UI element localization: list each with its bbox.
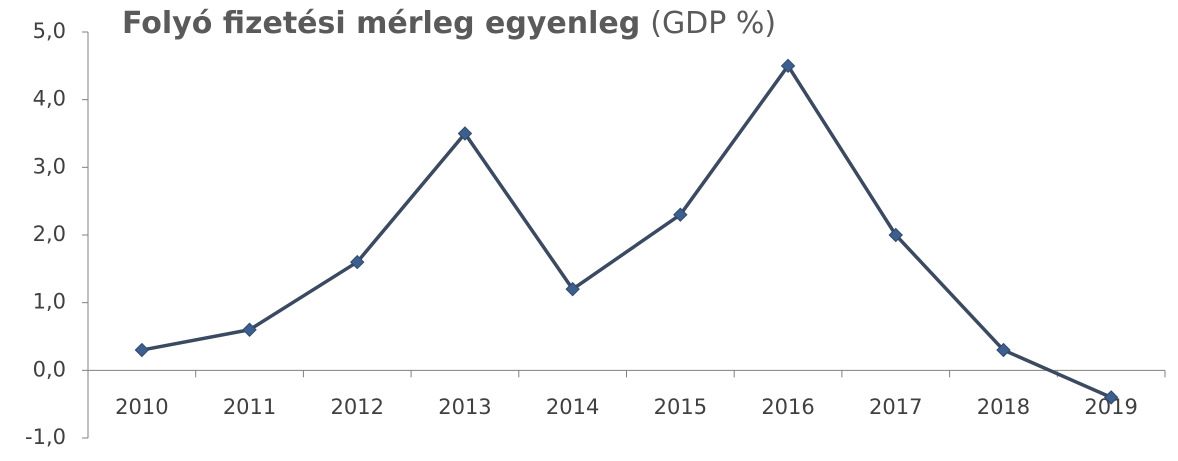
chart-title: Folyó fizetési mérleg egyenleg (GDP %) [122,6,776,41]
x-tick-label: 2014 [546,395,599,419]
marker [350,254,365,270]
x-tick-label: 2011 [223,395,276,419]
title-unit: (GDP %) [650,6,776,41]
marker [457,126,473,141]
y-tick-label: -1,0 [25,425,66,449]
y-tick-label: 3,0 [33,154,66,178]
y-tick-label: 1,0 [33,290,66,314]
y-tick-label: 4,0 [33,87,66,111]
marker [780,58,796,74]
marker [134,342,150,358]
title-main: Folyó fizetési mérleg egyenleg [122,6,640,41]
x-tick-label: 2017 [869,395,922,419]
x-tick-label: 2013 [438,395,491,419]
line [141,64,1112,400]
marker [888,227,903,243]
y-tick-label: 2,0 [33,222,66,246]
marker [242,322,257,337]
x-tick-label: 2010 [115,395,168,419]
x-tick-label: 2012 [331,395,384,419]
y-tick-label: 0,0 [33,357,66,381]
marker [1103,390,1119,405]
marker [565,281,580,297]
marker [996,342,1011,358]
x-tick-label: 2015 [654,395,707,419]
x-tick-label: 2018 [977,395,1030,419]
x-tick-label: 2016 [761,395,814,419]
marker [673,207,688,222]
y-tick-label: 5,0 [33,19,66,43]
